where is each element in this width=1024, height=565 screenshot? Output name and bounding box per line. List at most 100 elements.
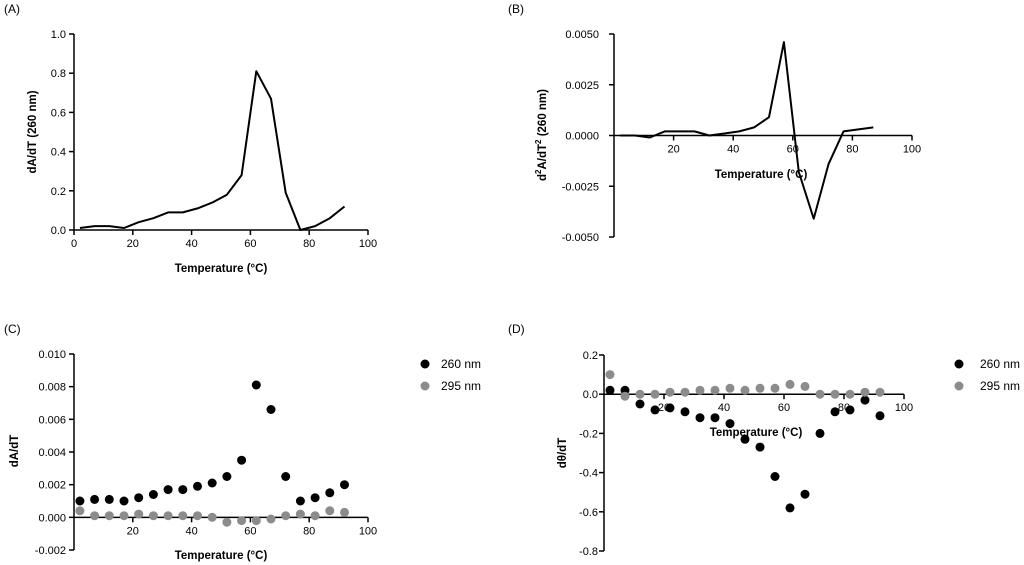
panel-d-point-260nm [785, 503, 795, 513]
panel-c-point-295nm [237, 516, 247, 526]
panel-d-point-295nm [800, 381, 810, 391]
panel-c-point-260nm [281, 472, 291, 481]
panel-d-point-295nm [755, 383, 765, 393]
panel-b-xlabel: Temperature (°C) [715, 169, 808, 181]
panel-c-legend-295: 295 nm [441, 379, 481, 393]
panel-d-label: (D) [508, 322, 525, 336]
panel-c-point-295nm [104, 511, 114, 521]
panel-b-label: (B) [508, 2, 524, 16]
panel-c: (C) dA/dT Temperature (°C) -0.002 0.000 0.… [4, 322, 481, 562]
panel-c-legend-260: 260 nm [441, 357, 481, 371]
panel-c-point-295nm [193, 511, 202, 521]
panel-c-point-260nm [222, 472, 232, 481]
panel-a-y-tick-label: 1.0 [51, 29, 66, 41]
panel-d: (D) dθ/dT Temperature (°C) -0.8 -0.6 -0.4 -… [508, 322, 1020, 558]
panel-b-x-tick-label: 100 [903, 144, 921, 156]
panel-b-series-260nm-line [620, 41, 874, 220]
panel-d-point-260nm [875, 411, 885, 421]
panel-d-point-260nm [860, 395, 870, 405]
panel-b-ylabel-mid: A/dT [537, 144, 549, 170]
panel-d-legend-marker-295 [954, 381, 964, 391]
panel-d-point-260nm [710, 413, 720, 423]
panel-d-point-295nm [620, 391, 630, 401]
panel-c-point-295nm [134, 509, 144, 519]
panel-c-legend: 260 nm 295 nm [420, 357, 481, 393]
panel-c-plot: -0.002 0.000 0.002 0.004 0.006 0.008 0.010 20 40… [35, 349, 377, 557]
panel-d-y-tick-label: -0.6 [579, 507, 598, 519]
panel-d-legend-295: 295 nm [980, 379, 1020, 393]
panel-d-point-295nm [770, 383, 780, 393]
panel-b-ylabel-tail: (260 nm) [537, 89, 549, 140]
panel-c-y-tick-label: 0.010 [38, 349, 66, 361]
panel-d-point-260nm [770, 472, 780, 481]
panel-c-point-260nm [163, 485, 173, 495]
panel-d-point-260nm [815, 428, 825, 438]
panel-c-point-295nm [148, 511, 158, 521]
panel-d-point-260nm [845, 405, 855, 415]
panel-c-point-260nm [340, 480, 349, 490]
panel-a: (A) dA/dT (260 nm) Temperature (°C) 0.00… [4, 2, 377, 275]
panel-d-point-295nm [875, 387, 885, 397]
panel-d-y-tick-label: -0.8 [579, 546, 598, 558]
panel-c-x-tick-label: 100 [359, 525, 377, 537]
panel-b-ylabel: d2A/dT2 (260 nm) [534, 89, 549, 181]
panel-d-ylabel: dθ/dT [557, 438, 569, 469]
panel-c-point-260nm [266, 405, 276, 414]
panel-d-x-tick-label: 40 [718, 402, 730, 414]
panel-b-ylabel-sup2: 2 [534, 139, 543, 144]
panel-c-point-260nm [90, 494, 100, 504]
panel-d-point-260nm [740, 434, 750, 444]
panel-d-point-260nm [695, 413, 705, 423]
panel-c-point-295nm [281, 511, 291, 521]
panel-b-y-tick-label: 0.0025 [565, 80, 599, 92]
panel-c-point-260nm [207, 478, 217, 488]
panel-b-ylabel-sup1: 2 [534, 169, 543, 174]
panel-c-point-260nm [237, 455, 247, 465]
panel-c-point-295nm [119, 511, 129, 521]
panel-c-point-260nm [325, 488, 335, 498]
panel-c-x-tick-label: 60 [244, 525, 256, 537]
panel-a-x-tick-label: 0 [71, 238, 77, 250]
panel-b-x-tick-label: 40 [727, 144, 739, 156]
panel-b: (B) d2A/dT2 (260 nm) Temperature (°C) -0… [508, 2, 921, 244]
panel-c-point-260nm [119, 496, 129, 506]
panel-c-point-295nm [310, 511, 320, 521]
panel-a-x-tick-label: 100 [359, 238, 377, 250]
panel-c-point-295nm [222, 517, 232, 527]
panel-a-y-tick-label: 0.8 [51, 68, 66, 80]
panel-b-y-tick-label: 0.0000 [565, 131, 599, 143]
panel-d-legend: 260 nm 295 nm [954, 357, 1020, 393]
panel-c-point-295nm [207, 512, 217, 522]
panel-a-xlabel: Temperature (°C) [175, 263, 268, 275]
panel-c-point-260nm [193, 481, 202, 491]
panel-a-y-tick-label: 0.0 [51, 225, 66, 237]
panel-c-y-tick-label: 0.006 [38, 414, 66, 426]
panel-a-series-260nm-line [79, 70, 346, 231]
panel-c-point-295nm [178, 511, 188, 521]
panel-d-point-295nm [680, 387, 690, 397]
panel-c-point-260nm [148, 490, 158, 499]
panel-b-x-tick-label: 20 [667, 144, 679, 156]
panel-a-x-tick-label: 20 [127, 238, 139, 250]
panel-c-point-295nm [266, 514, 276, 524]
panel-d-point-295nm [665, 387, 675, 397]
panel-c-point-295nm [163, 511, 173, 521]
panel-c-point-260nm [134, 493, 144, 503]
panel-d-point-295nm [635, 389, 645, 399]
panel-d-y-tick-label: 0.2 [583, 350, 598, 362]
panel-c-y-tick-label: -0.002 [35, 545, 66, 557]
panel-d-point-295nm [605, 370, 615, 380]
panel-c-point-260nm [310, 493, 320, 503]
panel-c-x-tick-label: 40 [185, 525, 197, 537]
panel-c-point-295nm [251, 516, 261, 526]
panel-d-point-260nm [650, 405, 660, 415]
panel-a-y-tick-label: 0.4 [51, 147, 66, 159]
panel-c-point-260nm [251, 380, 261, 390]
panel-c-y-tick-label: 0.008 [38, 382, 66, 394]
panel-c-point-295nm [295, 509, 305, 519]
panel-d-xlabel: Temperature (°C) [710, 427, 803, 439]
panel-d-x-tick-label: 100 [895, 402, 913, 414]
panel-c-point-260nm [295, 496, 305, 506]
panel-a-label: (A) [4, 2, 20, 16]
panel-d-point-295nm [845, 389, 855, 399]
